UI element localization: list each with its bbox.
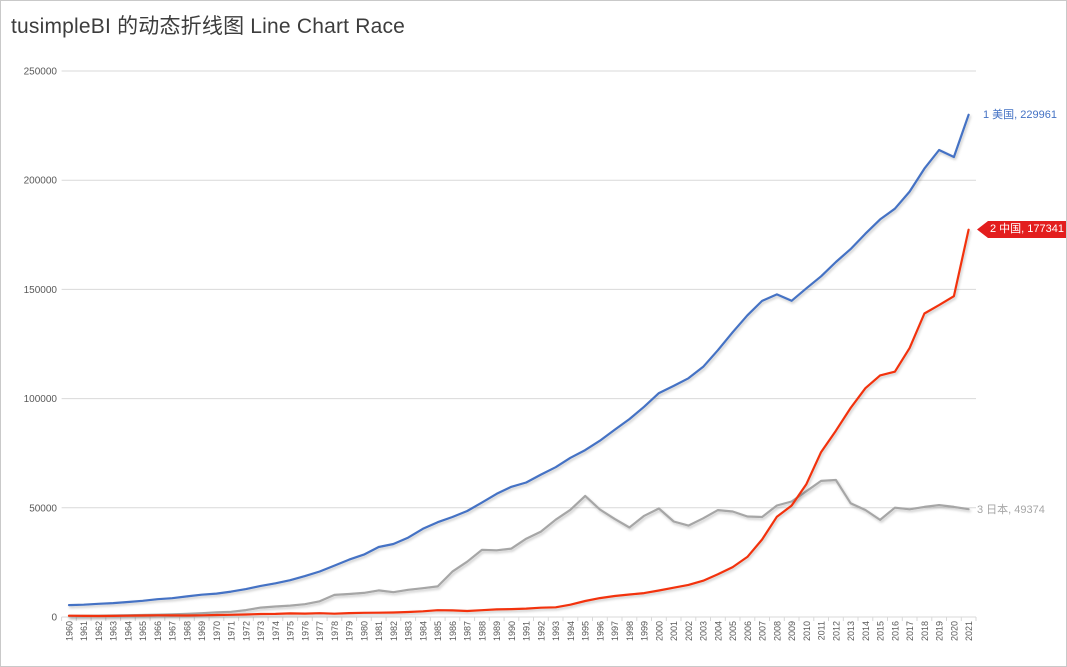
svg-text:2007: 2007 <box>758 621 768 641</box>
svg-text:1964: 1964 <box>124 621 134 641</box>
svg-text:2010: 2010 <box>802 621 812 641</box>
svg-text:1961: 1961 <box>79 621 89 641</box>
svg-text:1987: 1987 <box>463 621 473 641</box>
svg-text:2011: 2011 <box>817 621 827 640</box>
svg-text:1995: 1995 <box>581 621 591 641</box>
svg-text:2019: 2019 <box>935 621 945 641</box>
svg-text:1990: 1990 <box>507 621 517 641</box>
svg-text:2017: 2017 <box>905 621 915 641</box>
svg-text:2018: 2018 <box>920 621 930 641</box>
svg-text:1971: 1971 <box>227 621 237 641</box>
svg-text:1989: 1989 <box>492 621 502 641</box>
svg-text:1978: 1978 <box>330 621 340 641</box>
svg-text:1996: 1996 <box>595 621 605 641</box>
svg-text:1991: 1991 <box>522 621 532 641</box>
y-gridlines <box>61 70 976 618</box>
svg-text:1997: 1997 <box>610 621 620 641</box>
svg-text:1969: 1969 <box>197 621 207 641</box>
svg-text:1963: 1963 <box>109 621 119 641</box>
svg-text:1992: 1992 <box>536 621 546 641</box>
svg-text:1983: 1983 <box>404 621 414 641</box>
svg-text:1981: 1981 <box>374 621 384 641</box>
svg-text:1975: 1975 <box>286 621 296 641</box>
svg-text:200000: 200000 <box>24 176 58 187</box>
svg-text:2000: 2000 <box>654 621 664 641</box>
svg-text:50000: 50000 <box>29 503 57 514</box>
svg-text:1972: 1972 <box>242 621 252 641</box>
svg-text:1985: 1985 <box>433 621 443 641</box>
svg-text:100000: 100000 <box>24 394 58 405</box>
chart-title: tusimpleBI 的动态折线图 Line Chart Race <box>11 15 406 38</box>
svg-text:150000: 150000 <box>24 285 58 296</box>
svg-text:1993: 1993 <box>551 621 561 641</box>
svg-text:1982: 1982 <box>389 621 399 641</box>
svg-text:2002: 2002 <box>684 621 694 641</box>
svg-text:1977: 1977 <box>315 621 325 641</box>
svg-text:1986: 1986 <box>448 621 458 641</box>
svg-text:1970: 1970 <box>212 621 222 641</box>
series-end-label-japan: 3 日本, 49374 <box>977 504 1045 516</box>
svg-text:2004: 2004 <box>713 621 723 641</box>
svg-text:1980: 1980 <box>359 621 369 641</box>
svg-text:2021: 2021 <box>964 621 974 641</box>
svg-text:1968: 1968 <box>183 621 193 641</box>
svg-text:1976: 1976 <box>300 621 310 641</box>
svg-text:1967: 1967 <box>168 621 178 641</box>
svg-text:2014: 2014 <box>861 621 871 641</box>
series-line-usa <box>67 113 970 607</box>
svg-text:2008: 2008 <box>772 621 782 641</box>
svg-text:2006: 2006 <box>743 621 753 641</box>
svg-text:1960: 1960 <box>65 621 75 641</box>
svg-text:2012: 2012 <box>831 621 841 641</box>
svg-text:1973: 1973 <box>256 621 266 641</box>
svg-text:2009: 2009 <box>787 621 797 641</box>
svg-text:2001: 2001 <box>669 621 679 641</box>
svg-text:1974: 1974 <box>271 621 281 641</box>
svg-text:0: 0 <box>51 613 57 624</box>
series-line-china <box>67 228 970 618</box>
svg-text:1994: 1994 <box>566 621 576 641</box>
svg-text:1998: 1998 <box>625 621 635 641</box>
svg-text:1999: 1999 <box>640 621 650 641</box>
svg-text:2020: 2020 <box>949 621 959 641</box>
svg-text:1966: 1966 <box>153 621 163 641</box>
x-axis-ticks <box>61 617 977 621</box>
svg-text:1979: 1979 <box>345 621 355 641</box>
svg-text:1962: 1962 <box>94 621 104 641</box>
x-axis-labels: 1960 1961 1962 1963 1964 1965 1966 1967 1968 1969… <box>65 621 975 641</box>
svg-text:2016: 2016 <box>890 621 900 641</box>
svg-text:2003: 2003 <box>699 621 709 641</box>
svg-text:2013: 2013 <box>846 621 856 641</box>
series-end-label-china-banner: 2 中国, 177341 <box>977 221 1066 238</box>
svg-text:1988: 1988 <box>477 621 487 641</box>
series-end-label-usa: 1 美国, 229961 <box>983 109 1057 121</box>
svg-text:250000: 250000 <box>24 67 58 78</box>
svg-text:1965: 1965 <box>138 621 148 641</box>
svg-text:2015: 2015 <box>876 621 886 641</box>
y-axis-labels: 0 50000 100000 150000 200000 250000 <box>24 67 58 624</box>
svg-text:1984: 1984 <box>418 621 428 641</box>
svg-text:2005: 2005 <box>728 621 738 641</box>
series-line-japan <box>67 478 970 618</box>
